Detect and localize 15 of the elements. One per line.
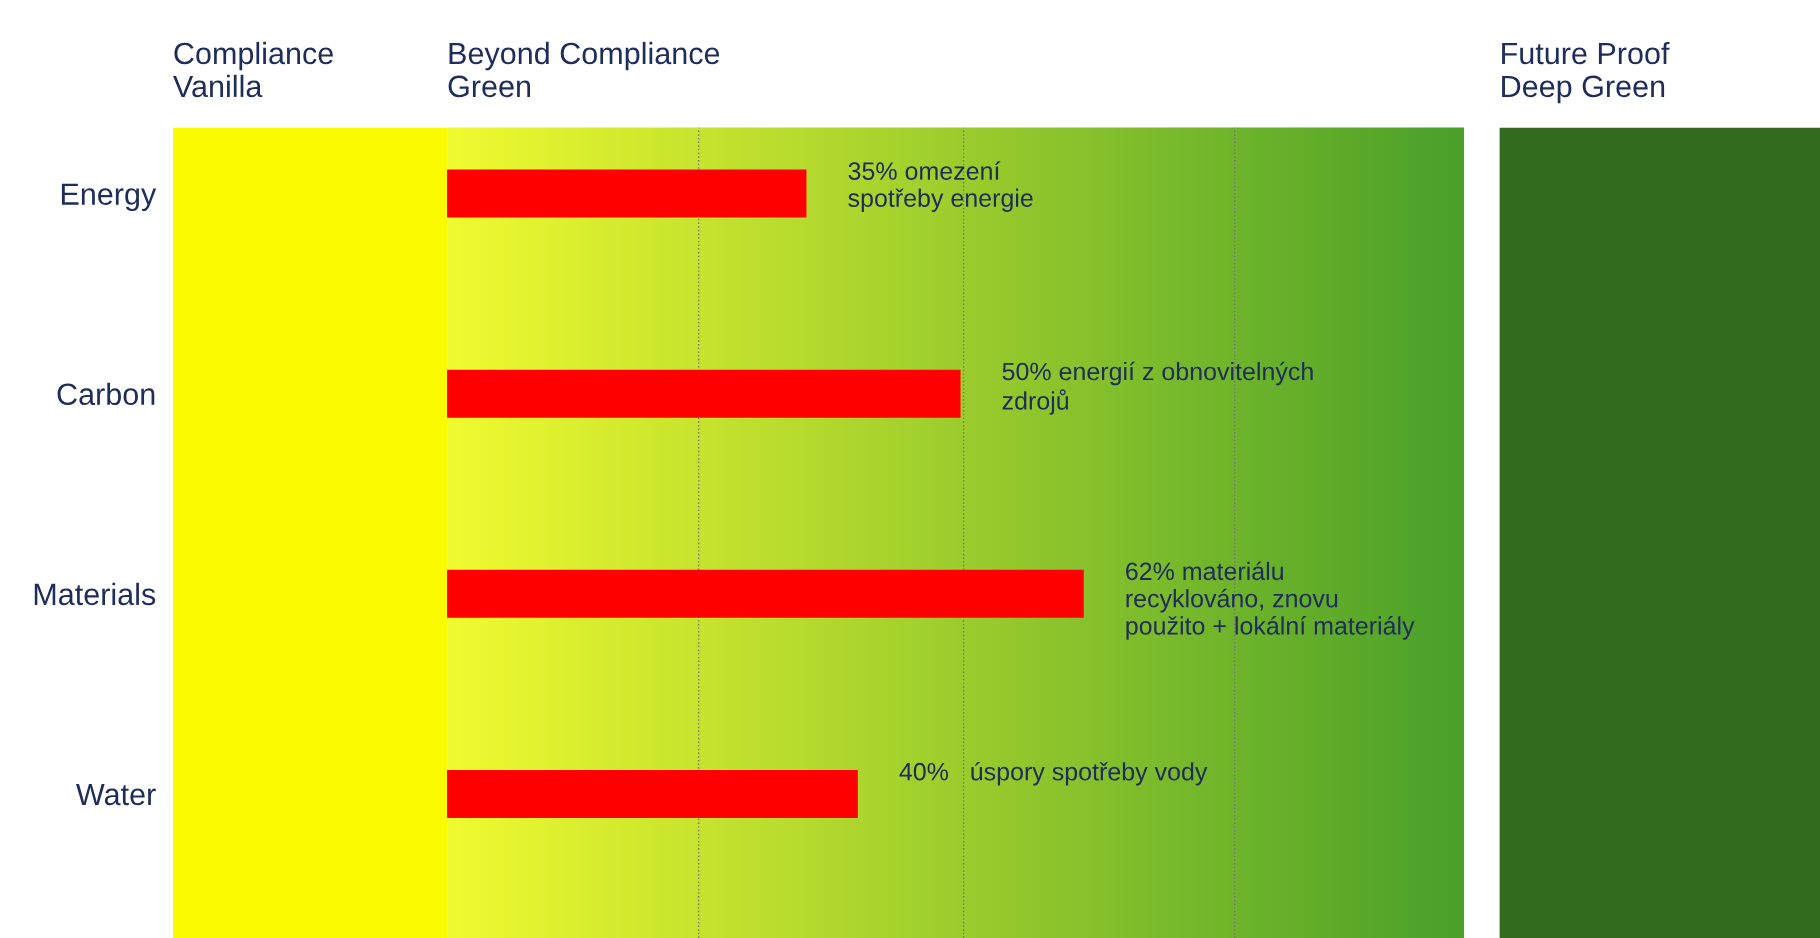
bar	[447, 569, 1084, 618]
data-label: 35% omezení spotřeby energie	[848, 161, 1033, 212]
bar	[447, 169, 807, 218]
bar	[447, 769, 858, 818]
y-tick-label: Water	[76, 783, 156, 806]
bar	[447, 369, 961, 418]
data-label: 62% materiálu recyklováno, znovu použito + lokální materiály	[1126, 561, 1415, 640]
band-label: Compliance Vanilla	[173, 41, 333, 98]
y-tick-label: Carbon	[57, 382, 155, 406]
y-tick-label: Energy	[61, 183, 157, 212]
band-label: Future Proof Deep Green	[1502, 41, 1670, 104]
band-label: Beyond Compliance Green	[448, 41, 720, 98]
y-tick-label: Materials	[34, 582, 156, 606]
data-label: 50% energií z obnovitelných zdrojů	[1002, 361, 1313, 415]
data-label: 40% úspory spotřeby vody	[899, 761, 1208, 786]
